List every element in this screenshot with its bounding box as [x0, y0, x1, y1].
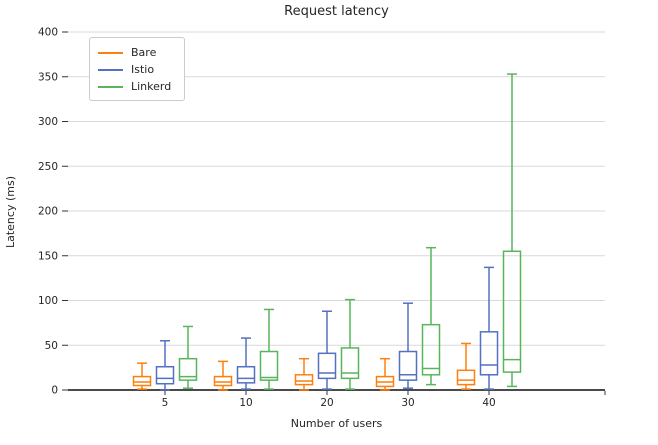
box-linkerd-5users [178, 357, 198, 381]
x-tick-label: 5 [162, 397, 169, 409]
y-tick-label: 200 [38, 206, 58, 218]
x-tick-label: 10 [239, 397, 252, 409]
chart-title: Request latency [284, 4, 389, 19]
y-tick-label: 150 [38, 250, 58, 262]
y-axis-label: Latency (ms) [4, 176, 17, 249]
box-linkerd-30users [421, 323, 441, 376]
box-istio-5users [155, 365, 175, 385]
box-linkerd-40users [502, 250, 522, 373]
x-tick-label: 20 [320, 397, 333, 409]
legend-line-swatch-istio [98, 68, 123, 71]
y-tick-label: 400 [38, 27, 58, 39]
legend-line-swatch-bare [98, 51, 123, 54]
legend-label: Linkerd [131, 80, 172, 93]
x-axis-label: Number of users [290, 417, 383, 430]
box-istio-20users [317, 352, 337, 380]
y-tick-label: 50 [45, 340, 58, 352]
y-tick-label: 250 [38, 161, 58, 173]
legend-label: Istio [131, 63, 155, 76]
legend-item-bare: Bare [98, 44, 176, 61]
box-bare-20users [294, 374, 314, 386]
y-tick-label: 300 [38, 116, 58, 128]
x-tick-label: 30 [401, 397, 414, 409]
box-bare-10users [213, 375, 233, 387]
box-linkerd-10users [259, 350, 279, 381]
x-tick-label: 40 [482, 397, 495, 409]
legend: Bare Istio Linkerd [89, 37, 185, 101]
y-tick-label: 100 [38, 295, 58, 307]
legend-label: Bare [131, 46, 157, 59]
legend-item-istio: Istio [98, 61, 176, 78]
box-istio-10users [236, 365, 256, 384]
box-istio-40users [479, 331, 499, 376]
box-linkerd-20users [340, 347, 360, 380]
box-istio-30users [398, 350, 418, 381]
y-tick-label: 350 [38, 71, 58, 83]
y-tick-label: 0 [51, 385, 58, 397]
box-bare-5users [132, 375, 152, 387]
legend-line-swatch-linkerd [98, 85, 123, 88]
legend-item-linkerd: Linkerd [98, 78, 176, 95]
box-bare-40users [456, 369, 476, 386]
